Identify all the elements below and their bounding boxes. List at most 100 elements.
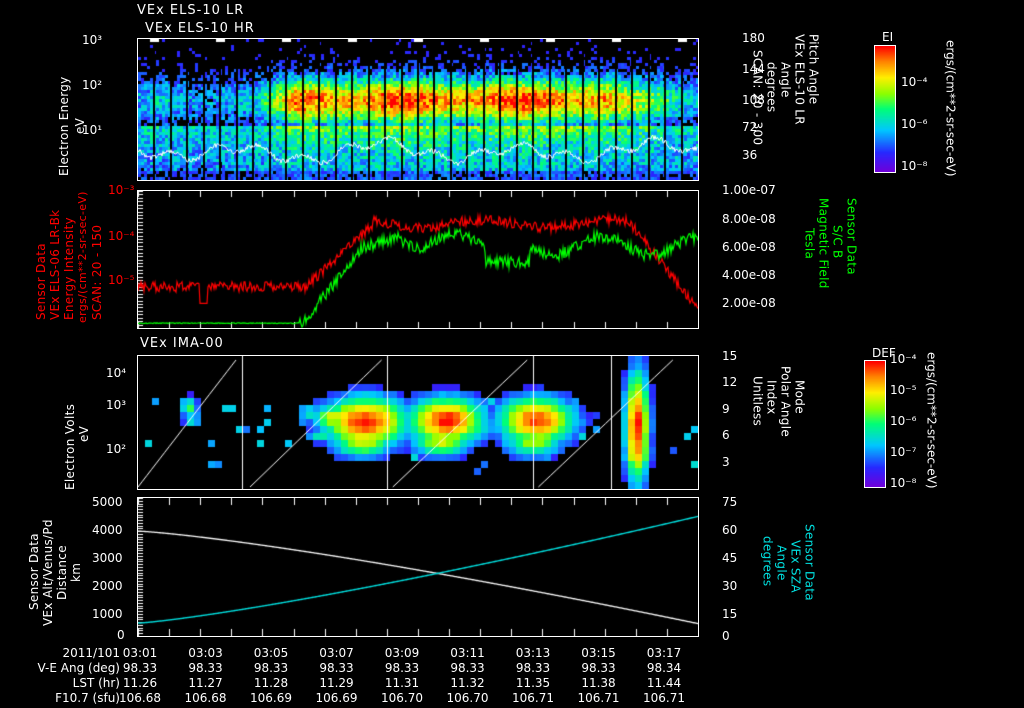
panel2-right-tick-2: 6.00e-08 — [722, 240, 776, 254]
panel1-left-tick-2: 10¹ — [82, 123, 103, 137]
panel1-colorbar-tick-1: 10⁻⁶ — [901, 117, 928, 131]
panel1-title-hr: VEx ELS-10 HR — [145, 21, 255, 36]
panel3-left-axis-label: Electron Volts — [63, 403, 77, 490]
panel3-colorbar-tick-3: 10⁻⁷ — [890, 445, 917, 459]
axis-table-row-label: F10.7 (sfu) — [55, 691, 120, 705]
axis-table-cell: 03:03 — [188, 646, 223, 660]
panel4-right-tick-2: 45 — [722, 551, 738, 565]
panel1-left-tick-0: 10³ — [82, 33, 103, 47]
axis-table-cell: 98.33 — [384, 661, 420, 675]
axis-table-row-label: 2011/101 — [62, 646, 121, 660]
panel1-colorbar — [874, 45, 896, 173]
panel4-right-tick-0: 75 — [722, 495, 738, 509]
panel1-right-tick-0: 180 — [742, 31, 765, 45]
panel1-right-label-1: VEx ELS-10 LR — [792, 34, 807, 125]
axis-table-cell: 11.27 — [188, 676, 223, 690]
panel3-colorbar-tick-4: 10⁻⁸ — [890, 476, 917, 490]
panel1-right-label-4: SCAN: 20 - 300 — [750, 50, 765, 146]
panel1-right-label-2: Angle — [778, 62, 793, 98]
axis-table-cell: 03:17 — [646, 646, 682, 660]
panel4-left-tick-1: 4000 — [92, 523, 123, 537]
panel4-left-tick-4: 1000 — [92, 607, 123, 621]
panel2-left-label-0: Sensor Data — [34, 243, 48, 320]
axis-table-cell: 98.33 — [515, 661, 551, 675]
axis-table-cell: 03:13 — [515, 646, 551, 660]
axis-table-cell: 98.33 — [319, 661, 354, 675]
panel2-right-label-1: S/C B — [830, 225, 845, 259]
axis-table-cell: 98.33 — [581, 661, 616, 675]
panel2-plot-area[interactable] — [137, 190, 699, 329]
panel1-colorbar-title: EI — [882, 30, 894, 44]
panel2-left-tick-0: 10⁻³ — [108, 183, 135, 197]
axis-table-cell: 03:11 — [450, 646, 485, 660]
panel3-right-tick-0: 15 — [722, 349, 738, 363]
axis-table-cell: 03:09 — [384, 646, 420, 660]
panel3-right-label-2: Index — [764, 380, 779, 415]
axis-table-cell: 98.33 — [122, 661, 158, 675]
panel2-right-label-0: Sensor Data — [844, 198, 859, 275]
panel4-plot-area[interactable] — [137, 497, 699, 637]
panel3-colorbar-tick-1: 10⁻⁵ — [890, 383, 917, 397]
axis-table-cell: 106.68 — [119, 691, 161, 705]
panel3-right-label-0: Mode — [792, 380, 807, 414]
panel4-left-tick-3: 2000 — [92, 579, 123, 593]
panel4-right-tick-5: 0 — [722, 629, 730, 643]
panel3-right-tick-1: 12 — [722, 375, 738, 389]
axis-table-cell: 03:01 — [122, 646, 158, 660]
panel3-title: VEx IMA-00 — [140, 336, 224, 351]
panel1-right-label-0: Pitch Angle — [806, 34, 821, 105]
panel3-colorbar — [864, 360, 886, 488]
panel2-right-tick-3: 4.00e-08 — [722, 268, 776, 282]
panel3-colorbar-tick-0: 10⁻⁴ — [890, 352, 917, 366]
panel2-right-label-2: Magnetic Field — [816, 198, 831, 289]
axis-table-cell: 11.44 — [646, 676, 682, 690]
axis-table-cell: 106.71 — [512, 691, 554, 705]
axis-table-cell: 106.71 — [643, 691, 685, 705]
panel3-right-tick-4: 3 — [722, 455, 730, 469]
panel1-colorbar-units: ergs/(cm**2-sr-sec-eV) — [943, 40, 958, 177]
panel4-left-label-0: Sensor Data — [27, 533, 41, 610]
panel1-right-tick-2: 108 — [742, 93, 765, 107]
panel4-right-label-2: Angle — [774, 545, 789, 581]
panel2-right-tick-4: 2.00e-08 — [722, 296, 776, 310]
panel3-plot-area[interactable] — [137, 355, 699, 490]
panel3-colorbar-title: DEF — [872, 346, 896, 360]
axis-table-cell: 11.26 — [122, 676, 158, 690]
panel3-left-tick-1: 10³ — [106, 398, 127, 412]
panel1-right-tick-1: 144 — [742, 62, 765, 76]
panel2-right-tick-1: 8.00e-08 — [722, 212, 776, 226]
panel4-left-label-3: km — [69, 562, 83, 582]
panel1-colorbar-tick-2: 10⁻⁸ — [901, 159, 928, 173]
panel2-left-tick-1: 10⁻⁴ — [108, 229, 135, 243]
axis-table-cell: 03:07 — [319, 646, 354, 660]
panel4-left-tick-5: 0 — [117, 628, 125, 642]
panel4-left-label-1: VEx Alt/Venus/Pd — [41, 519, 55, 626]
axis-table-cell: 11.35 — [515, 676, 551, 690]
panel4-left-tick-2: 3000 — [92, 551, 123, 565]
axis-table-cell: 11.29 — [319, 676, 354, 690]
panel3-right-tick-2: 9 — [722, 402, 730, 416]
axis-table-cell: 98.33 — [253, 661, 289, 675]
panel2-left-tick-2: 10⁻⁵ — [108, 273, 135, 287]
panel2-left-label-1: VEx ELS-06 LR-Bk — [48, 209, 62, 320]
panel4-right-tick-3: 30 — [722, 579, 738, 593]
panel3-right-label-1: Polar Angle — [778, 366, 793, 438]
axis-table-cell: 11.38 — [581, 676, 616, 690]
axis-table-cell: 98.34 — [646, 661, 682, 675]
panel2-left-label-4: SCAN: 20 - 150 — [90, 224, 104, 320]
panel4-right-tick-4: 15 — [722, 607, 738, 621]
panel4-left-tick-0: 5000 — [92, 495, 123, 509]
axis-table-cell: 106.68 — [184, 691, 227, 705]
panel4-right-label-3: degrees — [760, 536, 775, 587]
panel3-left-tick-2: 10² — [106, 442, 127, 456]
axis-table-row-label: LST (hr) — [72, 676, 120, 690]
panel4-right-label-1: VEx SZA — [788, 540, 803, 593]
axis-table-cell: 11.32 — [450, 676, 485, 690]
panel1-left-axis-label: Electron Energy — [57, 76, 71, 176]
panel2-right-tick-0: 1.00e-07 — [722, 183, 776, 197]
panel1-right-label-3: degrees — [764, 62, 779, 113]
axis-table-cell: 106.70 — [446, 691, 489, 705]
panel1-left-tick-1: 10² — [82, 78, 103, 92]
panel2-right-label-3: Tesla — [802, 228, 817, 260]
panel1-plot-area[interactable] — [137, 38, 699, 181]
